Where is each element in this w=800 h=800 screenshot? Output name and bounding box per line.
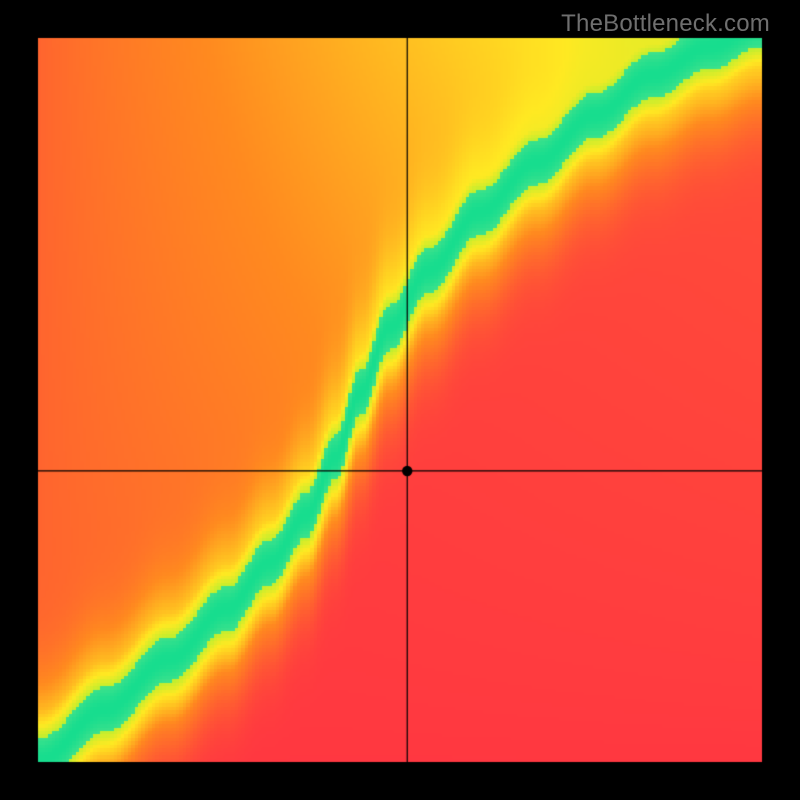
watermark-text: TheBottleneck.com [561, 10, 770, 38]
chart-stage: { "watermark": { "text": "TheBottleneck.… [0, 0, 800, 800]
bottleneck-heatmap [0, 0, 800, 800]
